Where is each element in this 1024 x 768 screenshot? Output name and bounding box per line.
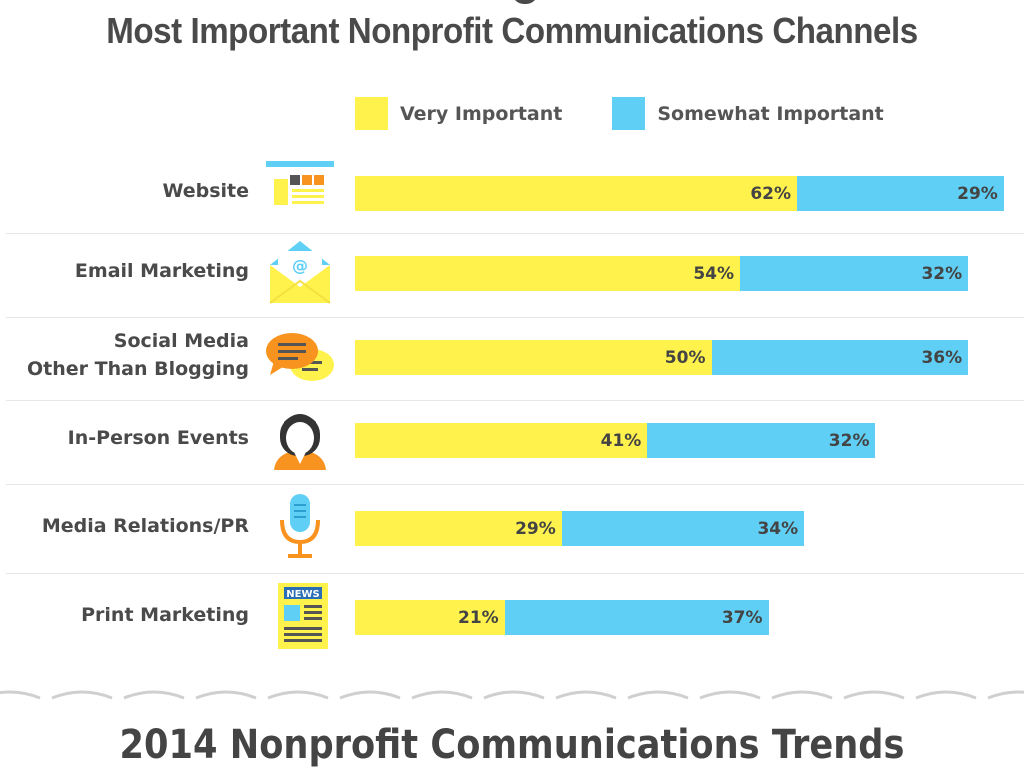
legend-swatch (355, 97, 388, 130)
legend-label: Very Important (400, 102, 563, 125)
data-label: 37% (721, 607, 763, 628)
row-divider (6, 400, 1024, 401)
data-label: 62% (750, 183, 792, 204)
bar-very-important: 50% (355, 340, 712, 375)
bar-very-important: 41% (355, 423, 648, 458)
bar-somewhat-important: 34% (561, 511, 805, 546)
row-divider (6, 484, 1024, 485)
newspaper-icon: NEWS (278, 583, 328, 649)
data-label: 29% (957, 183, 998, 204)
category-label: Website (162, 180, 249, 202)
legend: Very Important Somewhat Important (355, 97, 934, 130)
data-label: 41% (600, 430, 642, 451)
legend-item-very-important: Very Important (355, 97, 562, 130)
data-label: 29% (515, 518, 556, 539)
bar-somewhat-important: 32% (647, 423, 876, 458)
scallop-divider (0, 690, 1024, 700)
category-label: Media Relations/PR (41, 515, 249, 537)
row-divider (6, 573, 1024, 574)
cut-off-heading-fragment (512, 0, 538, 4)
email-icon: @ (269, 241, 331, 304)
bar-somewhat-important: 32% (740, 256, 969, 291)
category-label: Email Marketing (74, 260, 249, 282)
data-label: 54% (693, 263, 735, 284)
bar-somewhat-important: 29% (797, 176, 1004, 211)
data-label: 50% (664, 347, 706, 368)
legend-swatch (612, 97, 646, 130)
bar-very-important: 54% (355, 256, 741, 291)
category-label: Print Marketing (81, 604, 249, 626)
data-label: 32% (828, 430, 870, 451)
legend-item-somewhat-important: Somewhat Important (612, 97, 884, 130)
category-label: Social Media Other Than Blogging (27, 330, 249, 380)
bar-somewhat-important: 36% (711, 340, 969, 375)
person-icon (274, 414, 326, 470)
legend-label: Somewhat Important (657, 102, 884, 125)
bar-very-important: 62% (355, 176, 798, 211)
category-label: In-Person Events (67, 427, 249, 449)
data-label: 21% (458, 607, 499, 628)
chat-bubbles-icon (266, 333, 334, 381)
data-label: 36% (921, 347, 963, 368)
data-label: 32% (921, 263, 963, 284)
bar-somewhat-important: 37% (504, 600, 769, 635)
svg-text:NEWS: NEWS (286, 589, 319, 600)
svg-text:@: @ (292, 256, 308, 275)
footer-subtitle: 2014 Nonprofit Communications Trends (119, 722, 905, 768)
data-label: 34% (757, 518, 799, 539)
website-icon (266, 161, 334, 209)
microphone-icon (280, 494, 320, 558)
chart-title: Most Important Nonprofit Communications … (106, 10, 918, 51)
bar-very-important: 21% (355, 600, 505, 635)
bar-very-important: 29% (355, 511, 562, 546)
row-divider (6, 317, 1024, 318)
row-divider (6, 233, 1024, 234)
